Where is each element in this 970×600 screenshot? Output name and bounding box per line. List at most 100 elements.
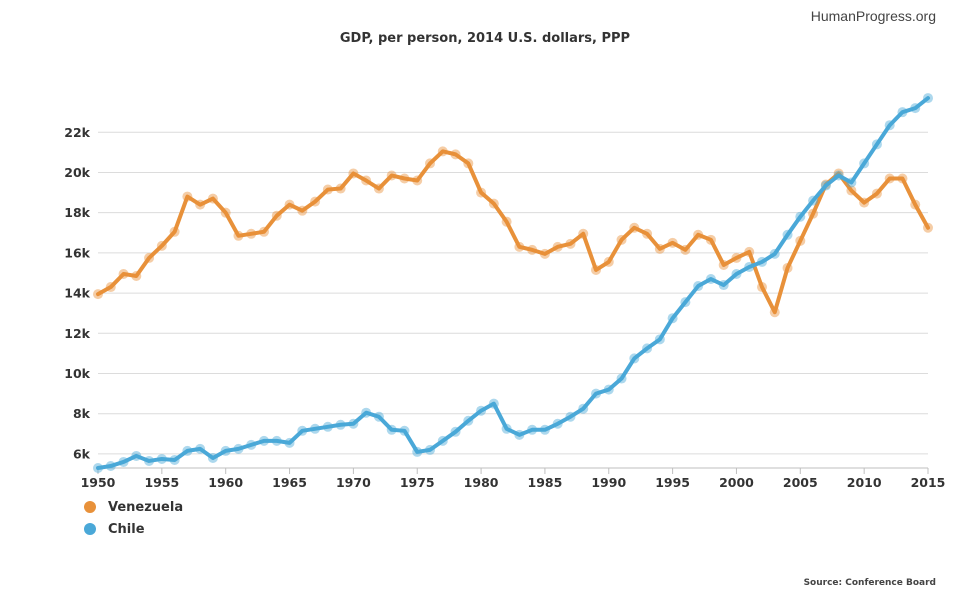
- data-point-chile[interactable]: [322, 421, 333, 432]
- data-point-venezuela[interactable]: [259, 226, 269, 237]
- data-point-chile[interactable]: [923, 93, 933, 104]
- data-point-chile[interactable]: [284, 437, 295, 448]
- data-point-chile[interactable]: [795, 211, 806, 222]
- data-point-chile[interactable]: [488, 398, 499, 409]
- data-point-venezuela[interactable]: [808, 208, 819, 219]
- data-point-venezuela[interactable]: [846, 185, 857, 196]
- data-point-venezuela[interactable]: [156, 240, 167, 251]
- data-point-chile[interactable]: [297, 425, 308, 436]
- data-point-chile[interactable]: [425, 444, 435, 455]
- data-point-venezuela[interactable]: [884, 173, 895, 184]
- data-point-chile[interactable]: [871, 139, 882, 150]
- data-point-venezuela[interactable]: [591, 264, 601, 275]
- data-point-chile[interactable]: [833, 170, 844, 181]
- data-point-venezuela[interactable]: [705, 234, 716, 245]
- data-point-chile[interactable]: [897, 107, 908, 118]
- data-point-chile[interactable]: [463, 415, 474, 426]
- data-point-chile[interactable]: [246, 439, 257, 450]
- data-point-venezuela[interactable]: [514, 241, 525, 252]
- data-point-venezuela[interactable]: [297, 205, 308, 216]
- data-point-venezuela[interactable]: [437, 146, 448, 157]
- data-point-chile[interactable]: [539, 424, 550, 435]
- data-point-chile[interactable]: [259, 435, 269, 446]
- data-point-venezuela[interactable]: [897, 173, 908, 184]
- data-point-venezuela[interactable]: [425, 158, 435, 169]
- data-point-chile[interactable]: [195, 443, 206, 454]
- data-point-chile[interactable]: [527, 424, 538, 435]
- data-point-venezuela[interactable]: [373, 183, 384, 194]
- data-point-chile[interactable]: [654, 334, 665, 345]
- data-point-venezuela[interactable]: [463, 158, 474, 169]
- data-point-venezuela[interactable]: [654, 243, 665, 254]
- data-point-venezuela[interactable]: [501, 216, 512, 227]
- data-point-chile[interactable]: [884, 120, 895, 131]
- data-point-chile[interactable]: [667, 313, 678, 324]
- data-point-chile[interactable]: [718, 280, 729, 291]
- data-point-venezuela[interactable]: [195, 199, 206, 210]
- data-point-chile[interactable]: [93, 463, 103, 473]
- data-point-venezuela[interactable]: [220, 207, 231, 218]
- data-point-venezuela[interactable]: [322, 184, 333, 195]
- data-point-chile[interactable]: [335, 419, 346, 430]
- data-point-chile[interactable]: [131, 450, 142, 461]
- data-point-venezuela[interactable]: [680, 244, 691, 255]
- data-point-chile[interactable]: [910, 103, 921, 114]
- data-point-chile[interactable]: [105, 460, 116, 471]
- data-point-venezuela[interactable]: [757, 282, 767, 293]
- data-point-chile[interactable]: [220, 445, 231, 456]
- data-point-chile[interactable]: [769, 248, 780, 259]
- data-point-venezuela[interactable]: [910, 199, 921, 210]
- data-point-chile[interactable]: [642, 343, 653, 354]
- data-point-chile[interactable]: [207, 452, 218, 463]
- data-point-chile[interactable]: [412, 446, 423, 457]
- data-point-chile[interactable]: [361, 407, 372, 418]
- data-point-chile[interactable]: [552, 418, 563, 429]
- data-point-venezuela[interactable]: [93, 289, 103, 300]
- data-point-venezuela[interactable]: [144, 252, 155, 263]
- data-point-venezuela[interactable]: [718, 259, 729, 270]
- data-point-venezuela[interactable]: [399, 173, 410, 184]
- data-point-venezuela[interactable]: [578, 228, 589, 239]
- data-point-venezuela[interactable]: [731, 252, 742, 263]
- data-point-chile[interactable]: [169, 454, 180, 465]
- data-point-venezuela[interactable]: [795, 235, 806, 246]
- data-point-chile[interactable]: [616, 373, 627, 384]
- data-point-venezuela[interactable]: [118, 268, 129, 279]
- data-point-venezuela[interactable]: [539, 248, 550, 259]
- data-point-chile[interactable]: [693, 281, 704, 292]
- data-point-venezuela[interactable]: [616, 234, 627, 245]
- data-point-chile[interactable]: [118, 456, 129, 467]
- data-point-chile[interactable]: [271, 435, 282, 446]
- data-point-chile[interactable]: [782, 229, 793, 240]
- data-point-venezuela[interactable]: [271, 210, 282, 221]
- data-point-chile[interactable]: [565, 411, 576, 422]
- data-point-venezuela[interactable]: [744, 246, 755, 257]
- data-point-chile[interactable]: [629, 353, 640, 364]
- data-point-chile[interactable]: [757, 256, 767, 267]
- data-point-venezuela[interactable]: [782, 262, 793, 273]
- legend-item-chile[interactable]: Chile: [84, 518, 183, 540]
- data-point-chile[interactable]: [476, 405, 487, 416]
- data-point-chile[interactable]: [859, 158, 870, 169]
- data-point-chile[interactable]: [680, 297, 691, 308]
- data-point-chile[interactable]: [144, 455, 155, 466]
- data-point-chile[interactable]: [450, 426, 461, 437]
- data-point-venezuela[interactable]: [565, 238, 576, 249]
- data-point-venezuela[interactable]: [233, 230, 244, 241]
- data-point-venezuela[interactable]: [603, 256, 614, 267]
- data-point-chile[interactable]: [399, 425, 410, 436]
- data-point-chile[interactable]: [846, 177, 857, 188]
- data-point-venezuela[interactable]: [335, 183, 346, 194]
- data-point-chile[interactable]: [578, 403, 589, 414]
- data-point-chile[interactable]: [514, 429, 525, 440]
- data-point-venezuela[interactable]: [476, 187, 487, 198]
- data-point-venezuela[interactable]: [386, 170, 397, 181]
- data-point-venezuela[interactable]: [923, 222, 933, 233]
- data-point-venezuela[interactable]: [693, 229, 704, 240]
- data-point-venezuela[interactable]: [207, 193, 218, 204]
- data-point-chile[interactable]: [373, 411, 384, 422]
- data-point-venezuela[interactable]: [871, 188, 882, 199]
- data-point-chile[interactable]: [156, 453, 167, 464]
- data-point-chile[interactable]: [744, 261, 755, 272]
- data-point-chile[interactable]: [182, 445, 193, 456]
